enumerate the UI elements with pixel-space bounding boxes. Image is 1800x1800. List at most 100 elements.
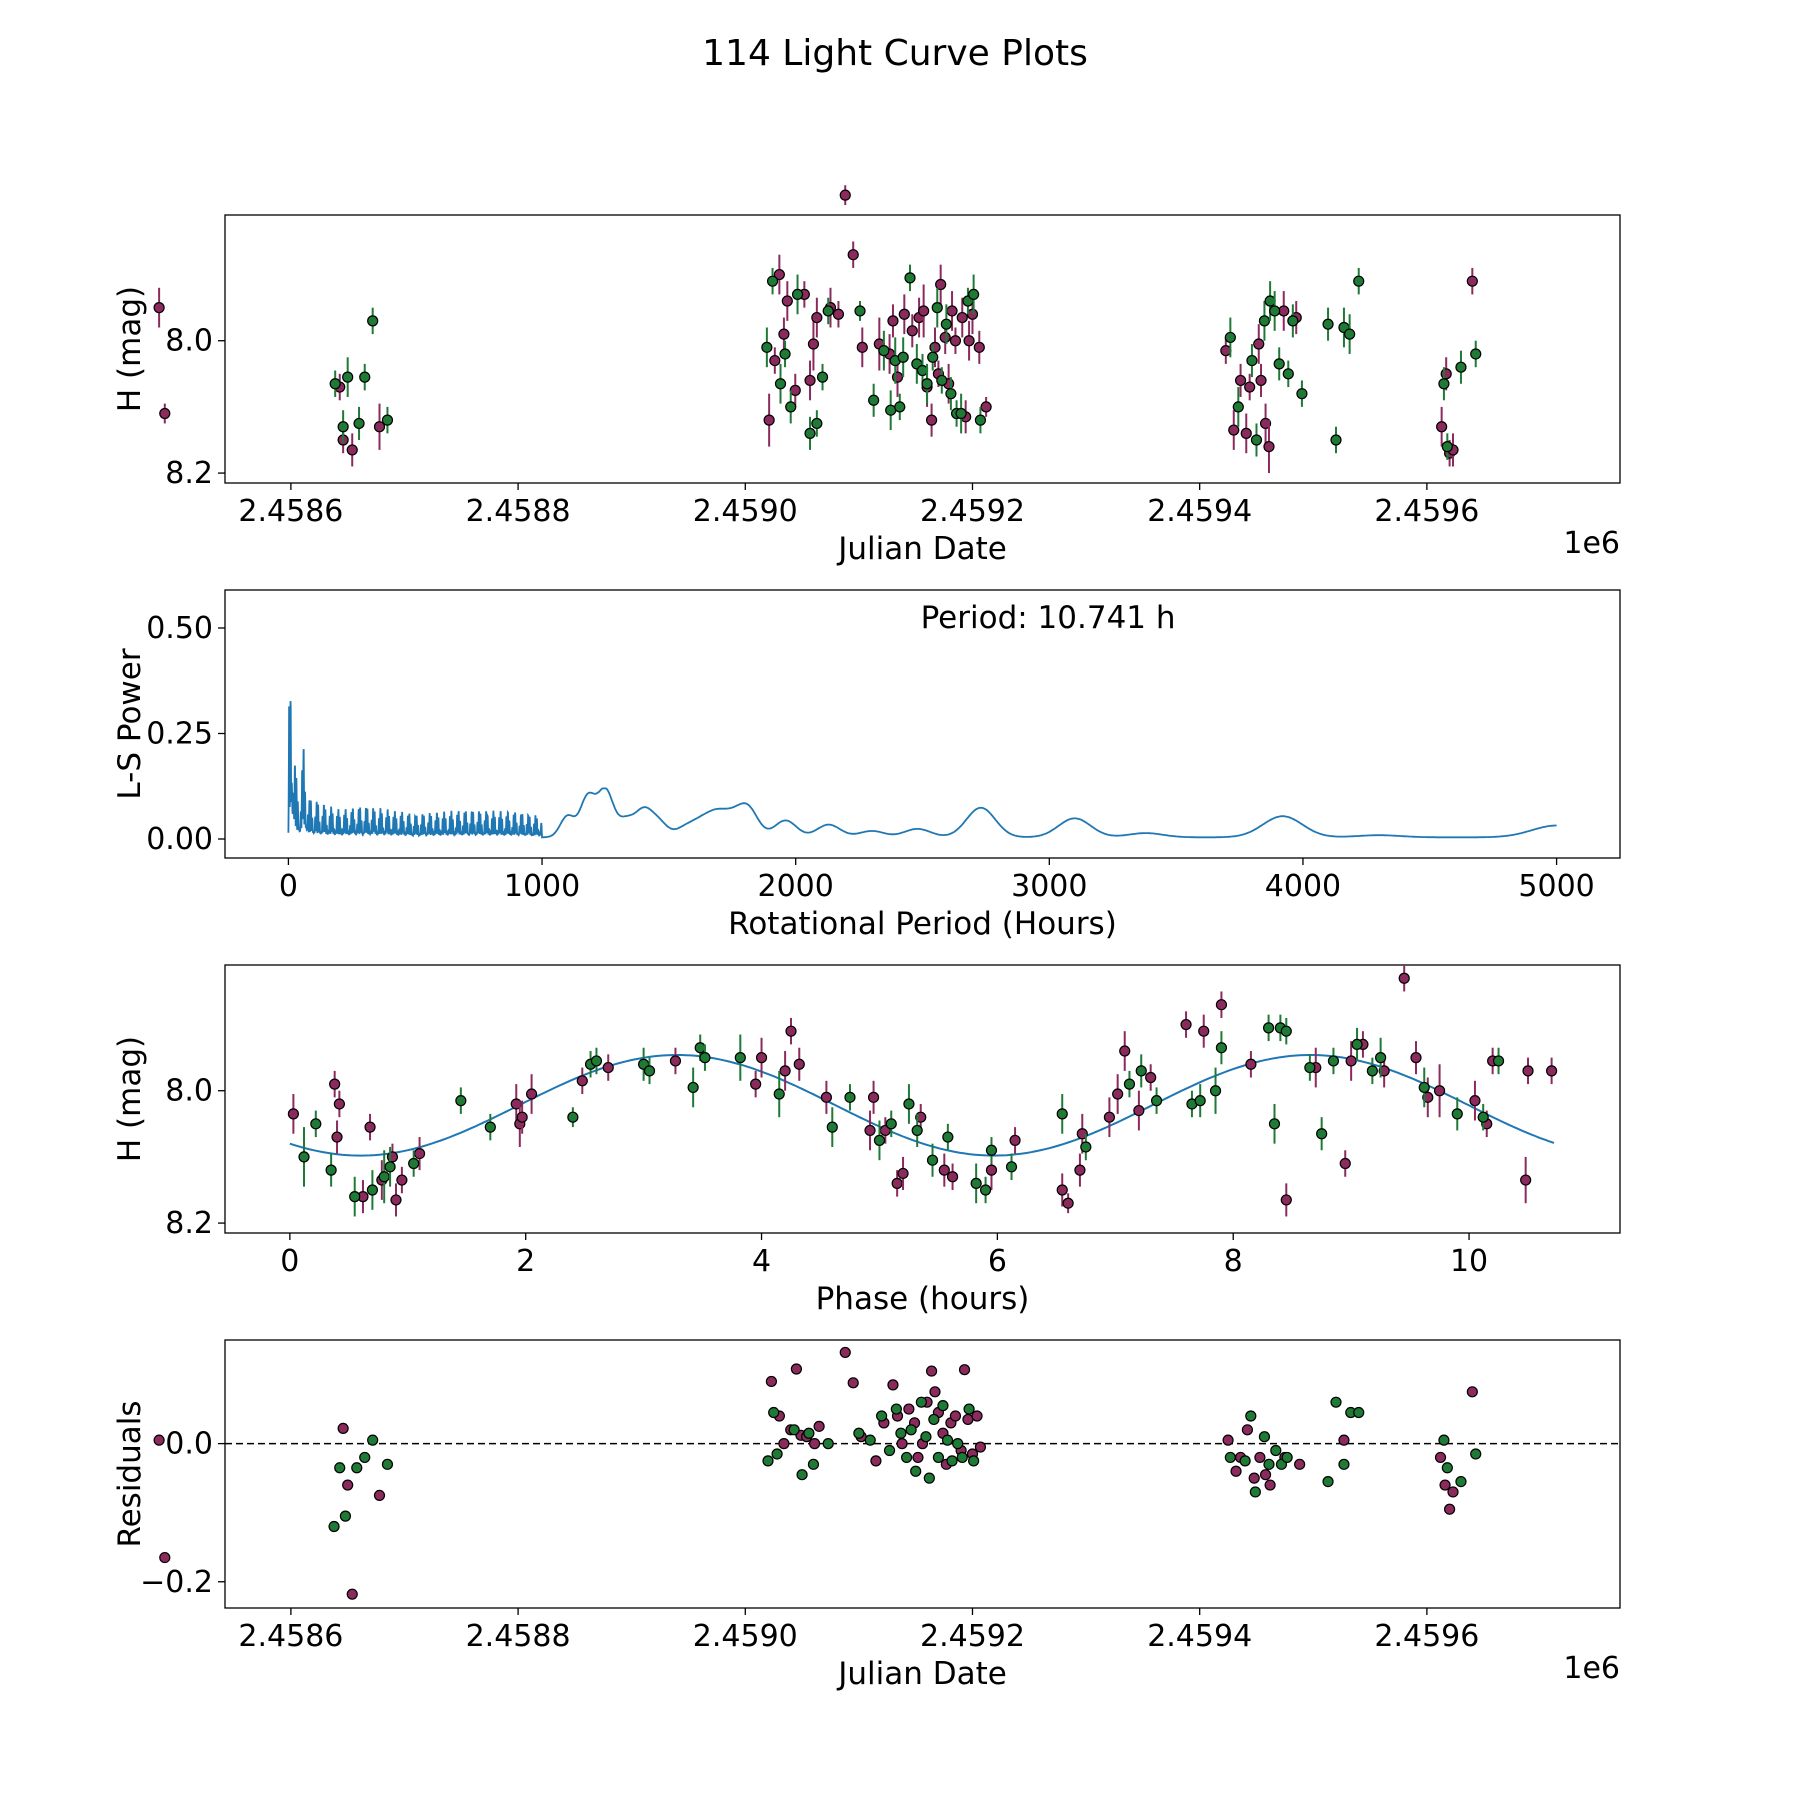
data-point [926, 1154, 939, 1166]
data-point [1215, 1042, 1228, 1054]
data-point [1198, 1025, 1210, 1037]
data-point [876, 1410, 888, 1422]
x-tick-label: 0 [279, 869, 298, 904]
data-point [1466, 275, 1478, 287]
data-point [813, 1420, 825, 1432]
y-tick-label: 8.2 [165, 1206, 213, 1241]
data-point [785, 401, 797, 413]
data-point [1353, 275, 1365, 287]
data-point [367, 315, 379, 327]
data-point [980, 401, 992, 413]
data-point [699, 1052, 711, 1064]
data-point [903, 1098, 915, 1110]
data-point [1259, 1469, 1272, 1481]
x-tick-label: 3000 [1011, 869, 1087, 904]
data-point [1103, 1111, 1116, 1123]
data-point [1254, 1451, 1266, 1464]
data-point [325, 1164, 337, 1176]
x-tick-label: 4 [752, 1244, 771, 1279]
data-point [1056, 1184, 1068, 1196]
data-point [1246, 354, 1258, 367]
data-point [1222, 1434, 1234, 1446]
y-tick-label: 0.50 [146, 611, 213, 646]
data-point [936, 374, 948, 387]
data-point [873, 1134, 886, 1146]
data-point [1239, 1455, 1251, 1467]
data-point [878, 345, 890, 357]
data-point [916, 364, 929, 377]
x-axis-label: Julian Date [836, 531, 1007, 567]
data-point [895, 1427, 907, 1439]
data-point [853, 1427, 865, 1439]
data-point [928, 1413, 940, 1426]
data-point [761, 341, 773, 353]
data-point [1062, 1197, 1074, 1209]
data-point [287, 1108, 299, 1120]
data-point [1273, 358, 1285, 370]
plot-frame [224, 589, 1621, 859]
data-point [1280, 1194, 1292, 1206]
figure-title: 114 Light Curve Plots [702, 33, 1088, 74]
data-point [946, 305, 958, 317]
x-tick-label: 2.4588 [466, 494, 571, 529]
data-point [1224, 331, 1236, 344]
plot-frame [224, 214, 1621, 484]
y-tick-label: 8.0 [165, 324, 213, 359]
data-point [897, 1167, 909, 1180]
data-point [811, 311, 823, 324]
x-tick-label: 2.4586 [238, 494, 343, 529]
data-point [791, 288, 804, 301]
data-point [891, 371, 904, 383]
data-point [971, 1410, 983, 1422]
x-tick-label: 2.4590 [693, 1619, 798, 1654]
data-point [910, 1465, 922, 1477]
data-point [1248, 1472, 1260, 1484]
x-tick-label: 4000 [1265, 869, 1341, 904]
data-point [1076, 1128, 1088, 1140]
data-point [929, 341, 941, 353]
data-point [331, 1131, 343, 1143]
data-point [773, 1088, 785, 1100]
data-point [329, 378, 341, 390]
data-point [1119, 1045, 1131, 1057]
data-point [1245, 1410, 1257, 1422]
data-point [911, 1124, 923, 1137]
data-point [1375, 1052, 1387, 1064]
data-point [788, 1424, 800, 1436]
data-point [1338, 1434, 1350, 1446]
x-tick-label: 8 [1224, 1244, 1243, 1279]
data-point [1135, 1065, 1147, 1077]
y-axis-label: H (mag) [112, 286, 148, 412]
data-point [750, 1078, 762, 1090]
data-point [1215, 999, 1228, 1011]
data-point [769, 354, 781, 367]
data-point [1338, 1458, 1350, 1470]
data-point [1224, 1451, 1236, 1464]
data-point [897, 351, 909, 363]
x-axis-label: Julian Date [836, 1656, 1007, 1692]
data-point [894, 401, 906, 413]
data-point [887, 315, 899, 327]
data-point [918, 305, 930, 317]
data-point [1469, 1095, 1481, 1107]
data-point [310, 1118, 322, 1130]
data-point [958, 1364, 971, 1376]
data-point [915, 1111, 927, 1123]
data-point [1287, 315, 1299, 327]
data-point [1255, 374, 1267, 387]
plot-frame [224, 964, 1621, 1234]
data-point [1436, 421, 1448, 433]
data-point [1280, 1025, 1292, 1037]
data-point [854, 305, 866, 317]
data-point [1249, 1486, 1261, 1498]
data-point [973, 341, 985, 353]
data-point [1270, 1444, 1282, 1457]
data-point [694, 1042, 706, 1054]
data-point [912, 1451, 924, 1464]
data-point [1240, 427, 1252, 439]
data-point [765, 1375, 778, 1388]
data-point [906, 325, 918, 337]
data-point [1441, 1462, 1453, 1474]
data-point [734, 1052, 746, 1064]
data-point [1234, 374, 1247, 387]
